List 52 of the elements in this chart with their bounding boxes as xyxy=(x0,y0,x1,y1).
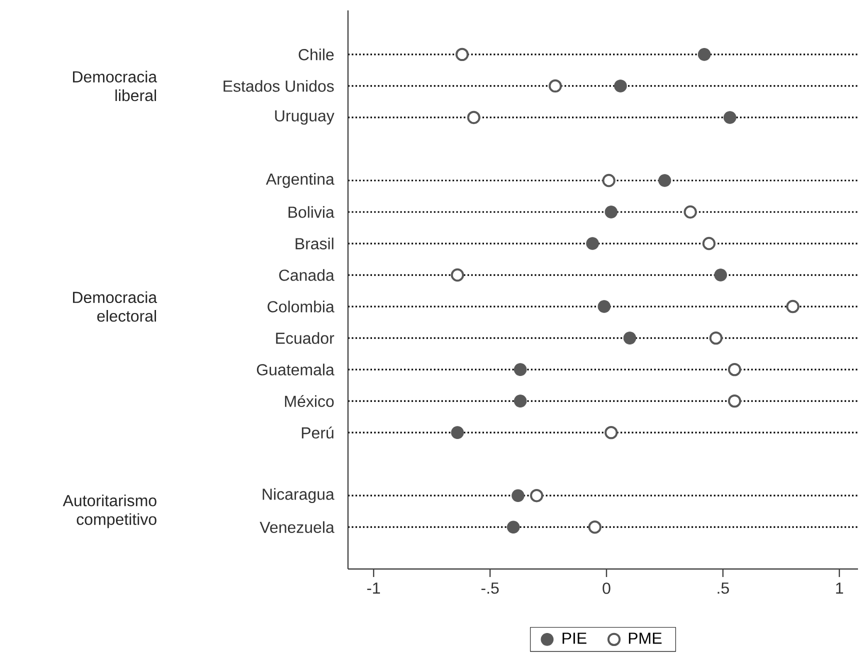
point xyxy=(623,332,636,344)
y-tick-label: Uruguay xyxy=(275,110,334,125)
point xyxy=(614,80,627,92)
y-tick-label: Venezuela xyxy=(260,521,334,533)
text: Democracia liberal xyxy=(73,70,158,102)
point xyxy=(684,205,697,219)
point xyxy=(450,268,464,282)
y-tick-label: Bolivia xyxy=(288,206,334,218)
point xyxy=(786,300,800,314)
point xyxy=(604,206,618,218)
point xyxy=(724,111,736,124)
x-tick-label: -.5 xyxy=(481,582,499,594)
y-tick-label: Argentina xyxy=(266,173,334,188)
point xyxy=(514,394,527,408)
text: Autoritarismo competitivo xyxy=(62,494,156,528)
point xyxy=(451,426,464,439)
point xyxy=(702,236,716,250)
x-tick-label: 0 xyxy=(602,582,610,594)
point xyxy=(604,426,618,440)
y-tick-label: Guatemala xyxy=(256,364,334,376)
y-tick-label: Colombia xyxy=(268,300,334,312)
y-tick-label: Brasil xyxy=(296,238,334,250)
x-tick-label: .5 xyxy=(718,582,729,594)
point xyxy=(602,174,616,188)
y-tick-label: Chile xyxy=(298,48,334,60)
y-tick-label: Estados Unidos xyxy=(224,80,334,92)
y-tick-label: Nicaragua xyxy=(262,488,334,504)
x-tick-label: -1 xyxy=(367,582,380,594)
y-tick-label: Perú xyxy=(302,426,334,439)
point xyxy=(598,300,611,313)
point xyxy=(714,268,728,282)
point xyxy=(698,48,711,61)
point xyxy=(588,520,602,534)
point xyxy=(658,174,672,187)
point xyxy=(506,520,520,534)
y-tick-label: Canada xyxy=(279,269,334,281)
point xyxy=(728,362,742,376)
point xyxy=(728,394,742,408)
point xyxy=(512,489,524,502)
point xyxy=(514,363,527,376)
point xyxy=(530,488,544,502)
y-tick-label: México xyxy=(285,395,334,408)
point xyxy=(456,48,469,62)
legend-label: PME xyxy=(628,632,662,644)
legend-label: PIE xyxy=(562,632,586,644)
text: Democracia electoral xyxy=(73,291,158,322)
x-tick-label: 1 xyxy=(836,582,844,594)
point xyxy=(548,79,562,93)
point xyxy=(467,110,480,124)
point xyxy=(709,331,723,345)
point xyxy=(586,237,599,250)
y-tick-label: Ecuador xyxy=(276,332,334,344)
